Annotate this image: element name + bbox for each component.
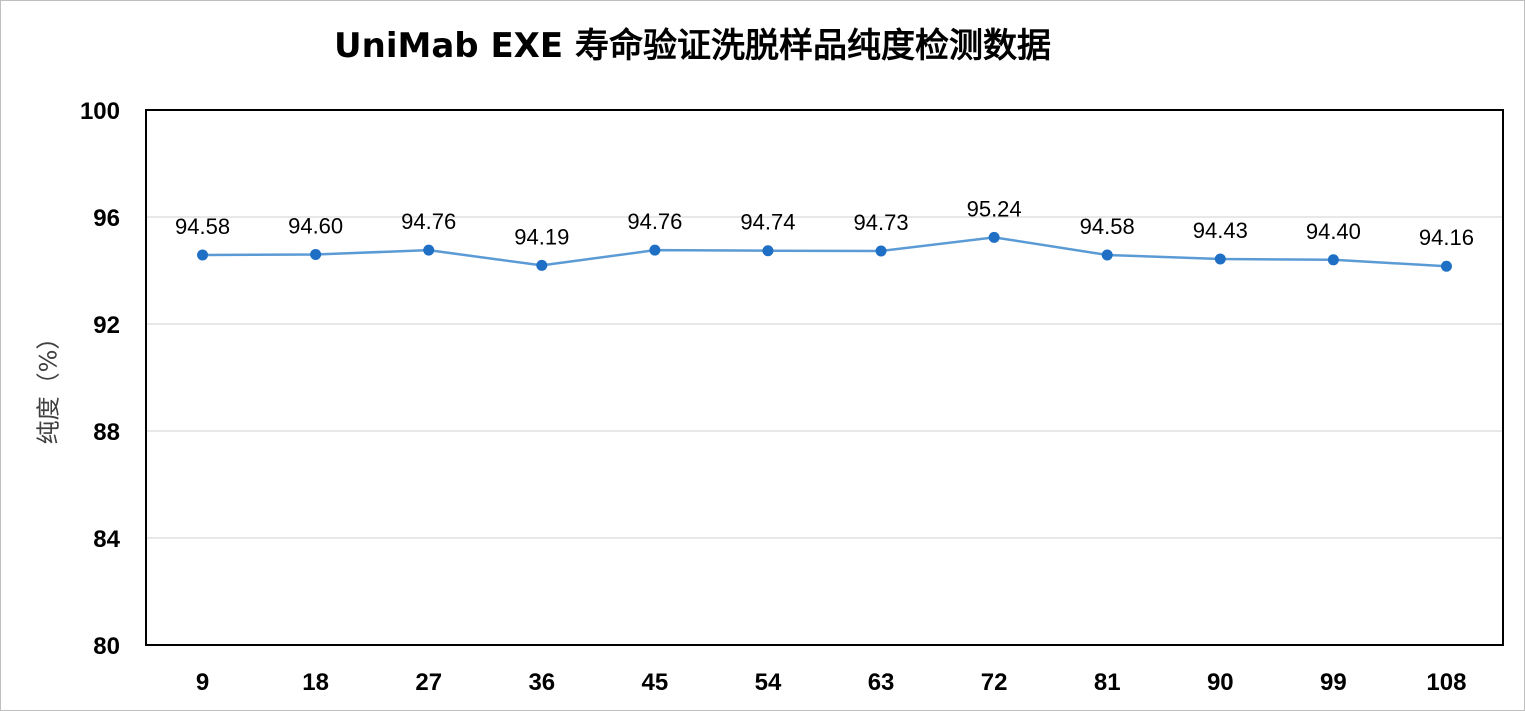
data-point	[875, 245, 887, 257]
data-point	[1101, 249, 1113, 261]
data-point	[423, 244, 435, 256]
x-tick-label: 27	[415, 669, 442, 696]
x-tick-label: 90	[1207, 669, 1234, 696]
y-tick-label: 84	[93, 526, 120, 553]
data-point	[310, 248, 322, 260]
data-label: 94.76	[627, 209, 682, 234]
data-label: 94.40	[1306, 219, 1361, 244]
data-point	[762, 245, 774, 257]
data-label: 95.24	[967, 196, 1022, 221]
x-tick-label: 81	[1094, 669, 1121, 696]
data-label: 94.73	[854, 210, 909, 235]
y-tick-label: 88	[93, 419, 120, 446]
data-point	[536, 259, 548, 271]
x-tick-label: 45	[642, 669, 669, 696]
data-point	[649, 244, 661, 256]
data-point	[1327, 254, 1339, 266]
data-label: 94.58	[175, 214, 230, 239]
y-tick-labels: 80 84 88 92 96 100	[80, 98, 121, 660]
y-tick-label: 80	[93, 633, 120, 660]
plot-area-border	[145, 109, 1504, 646]
data-label: 94.58	[1080, 214, 1135, 239]
data-point	[988, 231, 1000, 243]
chart-title: UniMab EXE 寿命验证洗脱样品纯度检测数据	[334, 26, 1051, 66]
data-label: 94.16	[1419, 225, 1474, 250]
x-tick-label: 9	[196, 669, 209, 696]
y-tick-label: 96	[93, 205, 120, 232]
data-label: 94.19	[514, 224, 569, 249]
x-tick-label: 63	[868, 669, 895, 696]
x-tick-label: 36	[528, 669, 555, 696]
data-point	[1214, 253, 1226, 265]
y-tick-label: 100	[80, 98, 120, 125]
x-tick-label: 72	[981, 669, 1008, 696]
series-group: 94.58 94.60 94.76 94.19 94.76 94.74 94.73 95.24…	[175, 196, 1474, 272]
data-point	[1440, 260, 1452, 272]
gridlines	[146, 216, 1503, 539]
data-point	[197, 249, 209, 261]
data-label: 94.43	[1193, 218, 1248, 243]
data-label: 94.76	[401, 209, 456, 234]
x-tick-labels: 9 18 27 36 45 54 63 72 81 90 99 108	[196, 669, 1467, 696]
x-tick-label: 54	[755, 669, 782, 696]
data-label: 94.60	[288, 213, 343, 238]
series-line	[202, 236, 1447, 268]
x-tick-label: 108	[1426, 669, 1466, 696]
data-label: 94.74	[740, 210, 795, 235]
x-tick-label: 18	[302, 669, 329, 696]
y-tick-label: 92	[93, 312, 120, 339]
x-tick-label: 99	[1320, 669, 1347, 696]
